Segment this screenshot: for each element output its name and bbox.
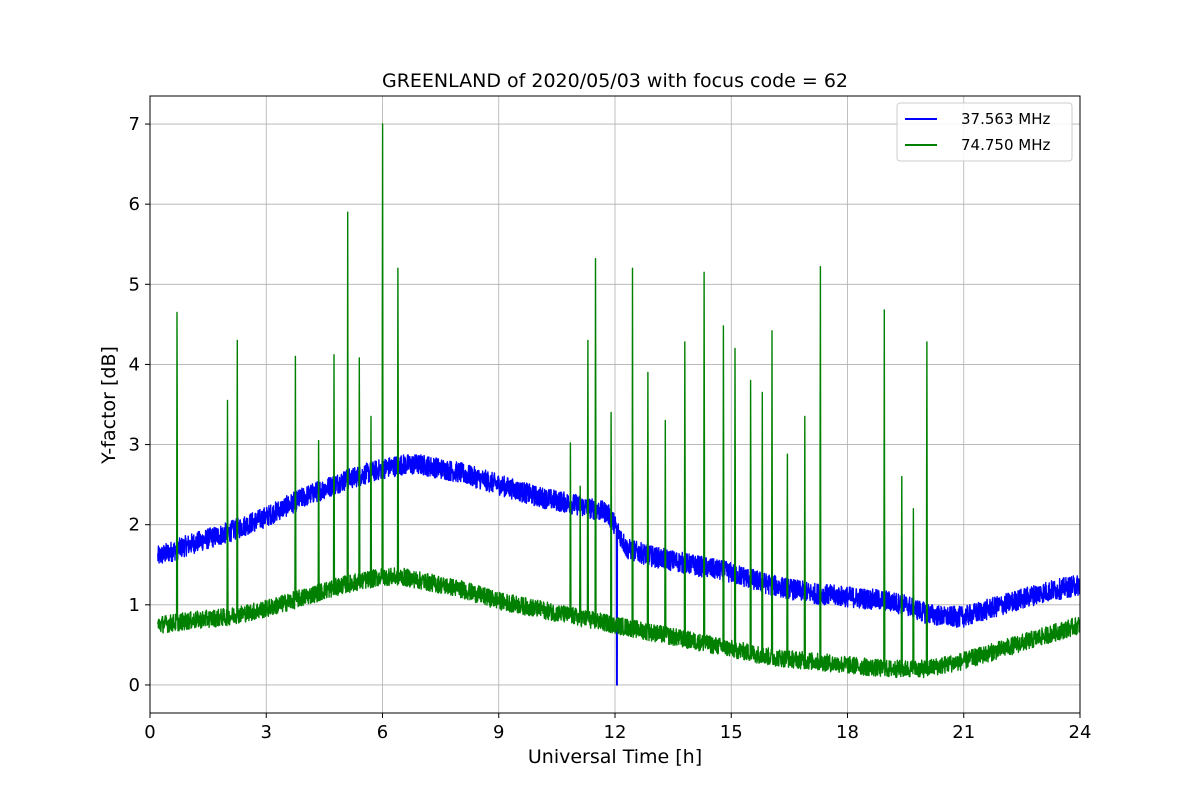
x-tick-label: 21: [952, 722, 975, 743]
x-tick-label: 6: [377, 722, 388, 743]
y-tick-label: 6: [129, 194, 140, 215]
legend-label-37mhz: 37.563 MHz: [961, 110, 1050, 128]
x-tick-label: 24: [1069, 722, 1092, 743]
y-tick-label: 3: [129, 435, 140, 456]
series-line-74mhz: [157, 123, 1081, 679]
y-tick-label: 5: [129, 274, 140, 295]
y-tick-label: 4: [129, 354, 140, 375]
legend-label-74mhz: 74.750 MHz: [961, 136, 1050, 154]
x-axis-label: Universal Time [h]: [528, 746, 702, 768]
x-tick-label: 0: [144, 722, 155, 743]
x-tick-label: 12: [604, 722, 627, 743]
x-tick-label: 18: [836, 722, 859, 743]
x-tick-label: 15: [720, 722, 743, 743]
y-axis-label: Y-factor [dB]: [98, 346, 120, 465]
chart-title: GREENLAND of 2020/05/03 with focus code …: [382, 70, 848, 92]
x-tick-label: 3: [261, 722, 272, 743]
x-tick-label: 9: [493, 722, 504, 743]
y-tick-label: 0: [129, 675, 140, 696]
y-tick-label: 2: [129, 515, 140, 536]
legend: 37.563 MHz 74.750 MHz: [896, 102, 1073, 162]
series-lines: [157, 123, 1081, 686]
y-tick-label: 1: [129, 595, 140, 616]
legend-box: [896, 102, 1073, 162]
y-tick-label: 7: [129, 114, 140, 135]
